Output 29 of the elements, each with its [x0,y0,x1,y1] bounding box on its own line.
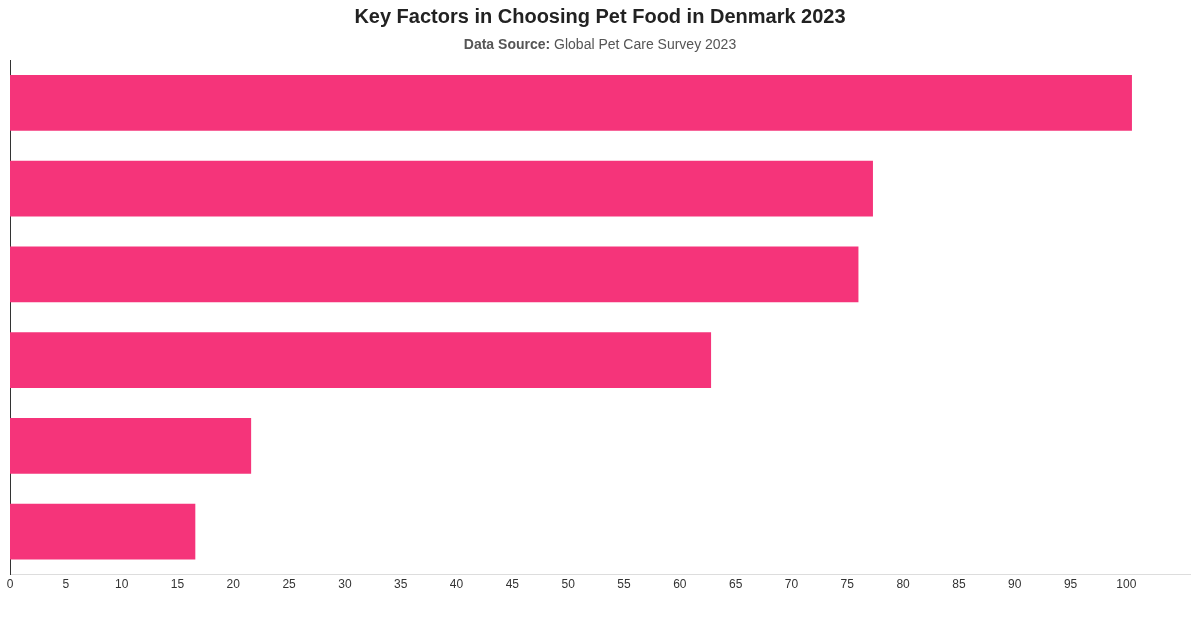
x-tick-label: 85 [952,577,966,592]
x-tick-label: 5 [62,577,70,592]
x-tick-label: 45 [505,577,520,592]
x-tick-label: 50 [561,577,576,592]
x-tick-label: 40 [449,577,464,592]
x-tick-label: 60 [673,577,687,592]
chart-subtitle: Data Source: Global Pet Care Survey 2023 [462,36,738,52]
x-tick-label: 30 [338,577,352,592]
bar [10,332,712,389]
x-tick-label: 80 [896,577,911,592]
x-tick-label: 0 [6,577,14,592]
bar [10,418,252,474]
x-tick-label: 65 [728,577,743,592]
x-tick-label: 90 [1008,577,1022,592]
x-tick-label: 70 [784,577,799,592]
bar [10,246,859,303]
x-tick-label: 25 [282,577,297,592]
x-tick-label: 100 [1116,577,1137,592]
chart-title: Key Factors in Choosing Pet Food in Denmark 2023 [353,5,847,28]
bar [10,160,873,217]
x-tick-label: 20 [226,577,241,592]
x-tick-label: 15 [170,577,185,592]
bar [10,75,1132,131]
x-tick-label: 95 [1063,577,1078,592]
x-tick-label: 75 [840,577,855,592]
x-tick-label: 55 [617,577,631,592]
bar [10,503,196,560]
x-tick-label: 35 [394,577,408,592]
x-tick-label: 10 [114,577,129,592]
